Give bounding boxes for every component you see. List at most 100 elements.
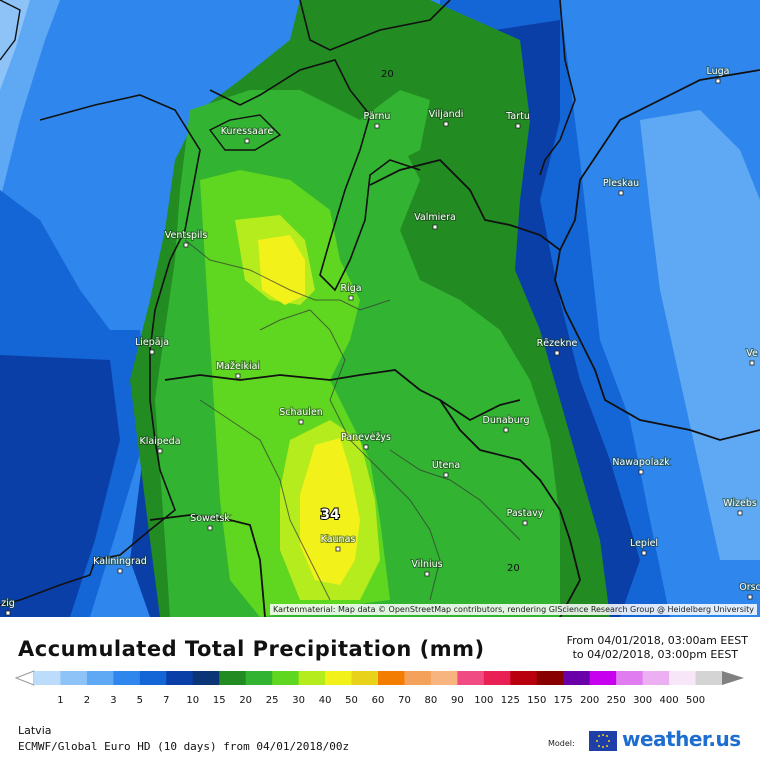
maximum-value-label: 34 [320,507,340,523]
city-label: Pastavy [507,508,544,519]
scale-tick-label: 200 [580,695,599,706]
border-russia-north [559,69,760,251]
border-latvia-lithuania [164,369,521,422]
city-marker [374,123,380,129]
city-label: Ventspils [165,230,208,241]
brand-name: weather.us [622,727,741,751]
city-marker [363,444,369,450]
city-label: Rēzekne [537,338,578,349]
period-from: From 04/01/2018, 03:00am EEST [566,634,748,647]
scale-swatch [245,671,273,685]
scale-tick-label: 175 [554,695,573,706]
admin-boundary-lithuania-east [389,449,521,541]
city-label: Pleskau [603,178,639,189]
scale-swatch [298,671,326,685]
coast-northwest [0,0,21,61]
precip-band-2mm [0,0,30,90]
city-label: Panevėžys [341,432,391,443]
scale-swatch [86,671,114,685]
city-marker [443,121,449,127]
legend-title: Accumulated Total Precipitation (mm) [18,637,485,661]
city-marker [747,594,753,600]
scale-swatch [616,671,644,685]
contour-label-20-north: 20 [381,69,394,80]
admin-boundary-latvia [184,239,391,311]
gulf-of-riga-coast [209,59,421,292]
scale-swatch [430,671,458,685]
city-marker [618,190,624,196]
city-marker [149,349,155,355]
scale-swatch [536,671,564,685]
city-marker [298,419,304,425]
scale-swatch [325,671,353,685]
lake-peipus-shore [539,0,576,176]
city-markers: Kuressaare Pärnu Viljandi Tartu Luga Pleskau V… [0,65,760,616]
precip-band-7mm-west [0,190,110,330]
scale-swatch [272,671,300,685]
scale-swatch [404,671,432,685]
city-label: Kaunas [321,534,356,545]
city-label: Mažeikiai [216,361,260,372]
scale-tick-label: 50 [345,695,358,706]
city-marker [522,520,528,526]
city-label: Lepiel [630,538,658,549]
city-label: Riga [340,283,361,294]
scale-swatch [113,671,141,685]
scale-tick-label: 250 [607,695,626,706]
city-marker [348,295,354,301]
city-marker [117,568,123,574]
scale-tick-label: 5 [137,695,143,706]
map-attribution: Kartenmaterial: Map data © OpenStreetMap… [269,604,757,615]
city-label: Luga [707,66,730,77]
city-label: Klaipeda [139,436,180,447]
scale-low-arrow [14,670,35,686]
scale-tick-label: 10 [186,695,199,706]
city-marker [335,546,341,552]
eu-flag-icon [589,731,617,751]
gulf-of-finland-coast [299,0,451,51]
scale-swatch [192,671,220,685]
scale-swatch [669,671,697,685]
period-to: to 04/02/2018, 03:00pm EEST [572,648,739,661]
map-canvas: 20 20 34 Kuressaare Pärnu Viljandi Tartu Lug… [0,0,760,617]
scale-swatch [563,671,591,685]
scale-swatch [589,671,617,685]
city-marker [737,510,743,516]
scale-swatch [34,671,61,685]
city-marker [443,472,449,478]
scale-tick-label: 7 [163,695,169,706]
scale-swatch [351,671,379,685]
city-marker [207,525,213,531]
border-lithuania-kaliningrad [149,514,266,617]
city-label: Valmiera [414,212,456,223]
scale-tick-label: 15 [213,695,226,706]
scale-high-arrow [722,671,744,685]
scale-swatch [695,671,723,685]
legend-panel: Accumulated Total Precipitation (mm) Fro… [0,617,760,760]
city-marker [638,469,644,475]
city-marker [5,610,11,616]
precip-band-3mm-east [640,110,760,560]
weather-us-logo[interactable]: weather.us [589,727,741,757]
time-period: From 04/01/2018, 03:00am EEST to 04/02/2… [567,634,748,662]
border-latvia-russia-belarus [369,159,760,441]
scale-tick-label: 125 [501,695,520,706]
city-marker [183,242,189,248]
contour-label-20-south: 20 [507,563,520,574]
scale-swatch [219,671,247,685]
city-marker [432,224,438,230]
city-label: Orsc [739,582,760,593]
scale-tick-label: 90 [451,695,464,706]
city-marker [641,550,647,556]
city-label: Kuressaare [221,126,274,137]
scale-tick-label: 40 [319,695,332,706]
city-label: Pärnu [364,111,391,122]
scale-swatch [139,671,167,685]
city-marker [157,448,163,454]
scale-tick-label: 500 [686,695,705,706]
scale-swatch [378,671,405,685]
city-label: Nawapolazk [612,457,670,468]
scale-swatch [60,671,88,685]
city-label: Utena [432,460,460,471]
city-marker [235,373,241,379]
